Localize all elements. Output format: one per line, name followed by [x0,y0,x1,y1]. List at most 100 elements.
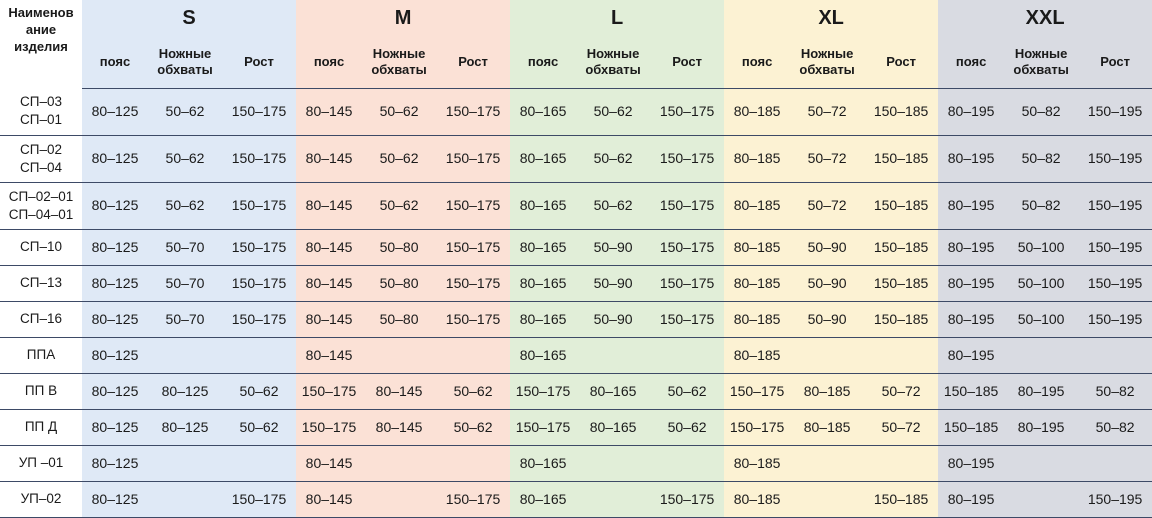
product-name-cell: СП–16 [0,301,82,338]
value-l-waist: 80–165 [510,445,577,482]
value-xxl-height: 150–195 [1078,265,1152,302]
value-xl-waist: 80–185 [724,182,791,230]
value-xl-waist: 150–175 [724,373,791,410]
value-xl-height: 150–185 [864,182,939,230]
value-m-leg-girth: 50–80 [362,265,437,302]
value-xxl-height: 50–82 [1078,373,1152,410]
value-s-waist: 80–125 [82,265,148,302]
value-xxl-waist: 80–195 [938,182,1005,230]
value-xl-leg-girth: 50–72 [790,135,865,183]
value-l-leg-girth: 50–62 [576,182,651,230]
value-xl-waist: 80–185 [724,135,791,183]
subheader-waist-l: пояс [510,36,577,89]
value-xxl-waist: 80–195 [938,301,1005,338]
value-xl-height: 150–185 [864,229,939,266]
table-row: СП–13 80–125 50–70 150–175 80–145 50–80 150–17… [0,265,1152,302]
product-name-line: УП –01 [18,455,64,470]
value-m-height: 150–175 [436,481,511,518]
value-l-leg-girth: 80–165 [576,409,651,446]
value-l-leg-girth [576,445,651,482]
size-header-xxl: XXL [938,0,1152,36]
value-m-waist: 80–145 [296,88,363,136]
value-s-leg-girth: 50–62 [148,88,222,136]
value-xxl-leg-girth: 50–82 [1004,88,1079,136]
value-m-height: 50–62 [436,409,511,446]
value-l-leg-girth: 50–90 [576,265,651,302]
subheader-height-m: Рост [436,36,511,89]
value-xxl-height: 150–195 [1078,88,1152,136]
subheader-waist-m: пояс [296,36,363,89]
value-s-waist: 80–125 [82,409,148,446]
value-xl-height: 150–185 [864,265,939,302]
size-header-xl: XL [724,0,939,36]
value-s-leg-girth: 80–125 [148,409,222,446]
value-xxl-waist: 150–185 [938,409,1005,446]
size-header-row: Наименов ание изделия S M L XL XXL [0,0,1152,88]
product-name-cell: СП–13 [0,265,82,302]
value-s-height [222,337,297,374]
value-l-waist: 80–165 [510,265,577,302]
value-l-leg-girth: 50–90 [576,301,651,338]
value-xxl-leg-girth: 50–100 [1004,229,1079,266]
value-l-height [650,337,725,374]
subheader-waist-xxl: пояс [938,36,1005,89]
value-s-leg-girth [148,481,222,518]
value-s-leg-girth [148,337,222,374]
value-xl-waist: 80–185 [724,337,791,374]
value-m-waist: 80–145 [296,182,363,230]
product-name-cell: СП–02 СП–04 [0,135,82,183]
subheader-height-xxl: Рост [1078,36,1152,89]
value-s-waist: 80–125 [82,229,148,266]
value-xxl-height: 150–195 [1078,182,1152,230]
subheader-height-l: Рост [650,36,725,89]
product-name-cell: УП–02 [0,481,82,518]
value-xl-height: 150–185 [864,481,939,518]
value-s-waist: 80–125 [82,481,148,518]
product-name-cell: СП–02–01 СП–04–01 [0,182,82,230]
value-xxl-leg-girth: 80–195 [1004,409,1079,446]
value-m-waist: 80–145 [296,135,363,183]
value-m-leg-girth: 80–145 [362,409,437,446]
table-row: СП–03 СП–01 80–125 50–62 150–175 80–145 50–62 1… [0,88,1152,136]
value-l-waist: 80–165 [510,182,577,230]
table-row: ПП В 80–125 80–125 50–62 150–175 80–145 50–62 1… [0,373,1152,410]
value-xl-waist: 80–185 [724,88,791,136]
value-xxl-waist: 80–195 [938,337,1005,374]
subheader-leg-girth-s: Ножные обхваты [148,36,222,89]
size-table-body: СП–03 СП–01 80–125 50–62 150–175 80–145 50–62 1… [0,88,1152,518]
value-s-waist: 80–125 [82,445,148,482]
value-l-height: 150–175 [650,88,725,136]
value-xxl-leg-girth: 50–100 [1004,301,1079,338]
value-s-waist: 80–125 [82,88,148,136]
value-xxl-height [1078,445,1152,482]
value-m-waist: 80–145 [296,337,363,374]
value-xl-height: 50–72 [864,409,939,446]
subheader-height-xl: Рост [864,36,939,89]
value-l-height: 150–175 [650,135,725,183]
value-xxl-leg-girth: 50–82 [1004,135,1079,183]
subheader-leg-girth-xl: Ножные обхваты [790,36,865,89]
value-xl-leg-girth: 50–90 [790,229,865,266]
value-l-height: 150–175 [650,229,725,266]
value-s-leg-girth: 50–70 [148,229,222,266]
value-xl-height: 150–185 [864,301,939,338]
value-xl-leg-girth: 50–72 [790,88,865,136]
product-name-line: СП–01 [20,112,62,128]
value-xxl-waist: 80–195 [938,265,1005,302]
value-l-height: 150–175 [650,182,725,230]
value-s-height: 150–175 [222,301,297,338]
value-xxl-height: 150–195 [1078,229,1152,266]
value-s-height: 50–62 [222,409,297,446]
product-name-line: СП–16 [20,311,62,326]
product-name-line: ППА [26,347,56,362]
value-xxl-leg-girth: 80–195 [1004,373,1079,410]
value-xxl-height: 150–195 [1078,135,1152,183]
value-xxl-height [1078,337,1152,374]
value-m-leg-girth [362,337,437,374]
value-l-height: 150–175 [650,481,725,518]
value-s-height: 150–175 [222,481,297,518]
value-xl-waist: 80–185 [724,265,791,302]
value-m-leg-girth [362,445,437,482]
value-s-height [222,445,297,482]
value-s-leg-girth: 50–70 [148,265,222,302]
